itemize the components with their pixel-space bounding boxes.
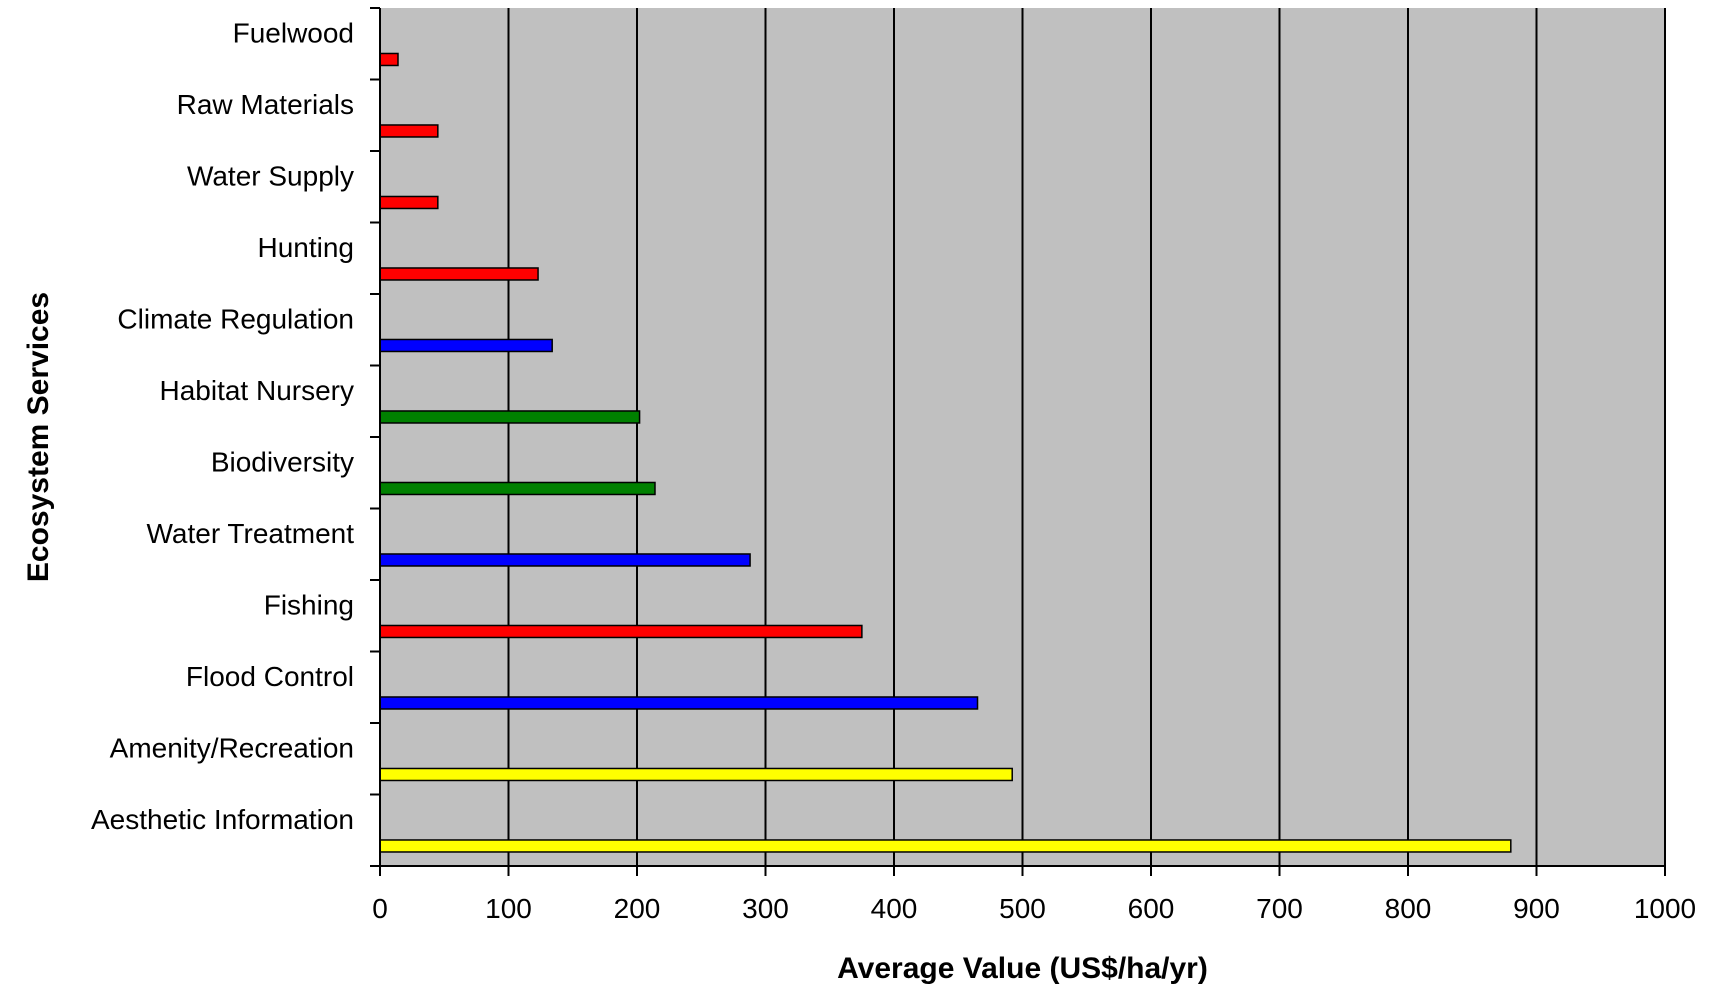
bar [379,124,439,138]
x-tick-label: 700 [1256,893,1303,924]
bar [379,338,553,353]
bar [379,410,641,424]
category-label: Flood Control [186,661,354,692]
x-tick-label: 200 [614,893,661,924]
x-axis-title: Average Value (US$/ha/yr) [837,952,1208,985]
category-label: Climate Regulation [117,303,354,334]
bar [379,553,751,567]
category-label: Habitat Nursery [159,375,354,406]
x-tick-label: 500 [999,893,1046,924]
category-label: Fuelwood [233,17,354,48]
bar [379,767,1013,782]
bar [379,624,863,639]
x-tick-label: 900 [1513,893,1560,924]
category-label: Water Supply [187,160,354,191]
x-tick-label: 1000 [1634,893,1696,924]
y-axis-title: Ecosystem Services [22,292,55,582]
bar [379,839,1512,853]
bar [379,267,539,281]
bar [379,481,656,496]
category-label: Aesthetic Information [91,804,354,835]
x-tick-label: 300 [742,893,789,924]
gridlines [507,8,1666,866]
category-label: Raw Materials [177,89,354,120]
bar [379,696,979,710]
x-tick-label: 0 [372,893,388,924]
category-label: Water Treatment [147,518,355,549]
category-label: Amenity/Recreation [110,732,354,763]
x-tick-label: 100 [485,893,532,924]
x-tick-label: 800 [1385,893,1432,924]
category-labels: Fuelwood Raw Materials Water Supply Hunting… [91,17,354,835]
axes [370,7,1666,876]
category-label: Fishing [264,589,354,620]
x-tick-labels: 0 100 200 300 400 500 600 700 800 900 1000 [372,893,1696,924]
bar [379,195,439,210]
x-tick-label: 400 [871,893,918,924]
x-tick-label: 600 [1128,893,1175,924]
category-label: Hunting [257,232,354,263]
bar [379,52,399,67]
category-label: Biodiversity [211,446,354,477]
